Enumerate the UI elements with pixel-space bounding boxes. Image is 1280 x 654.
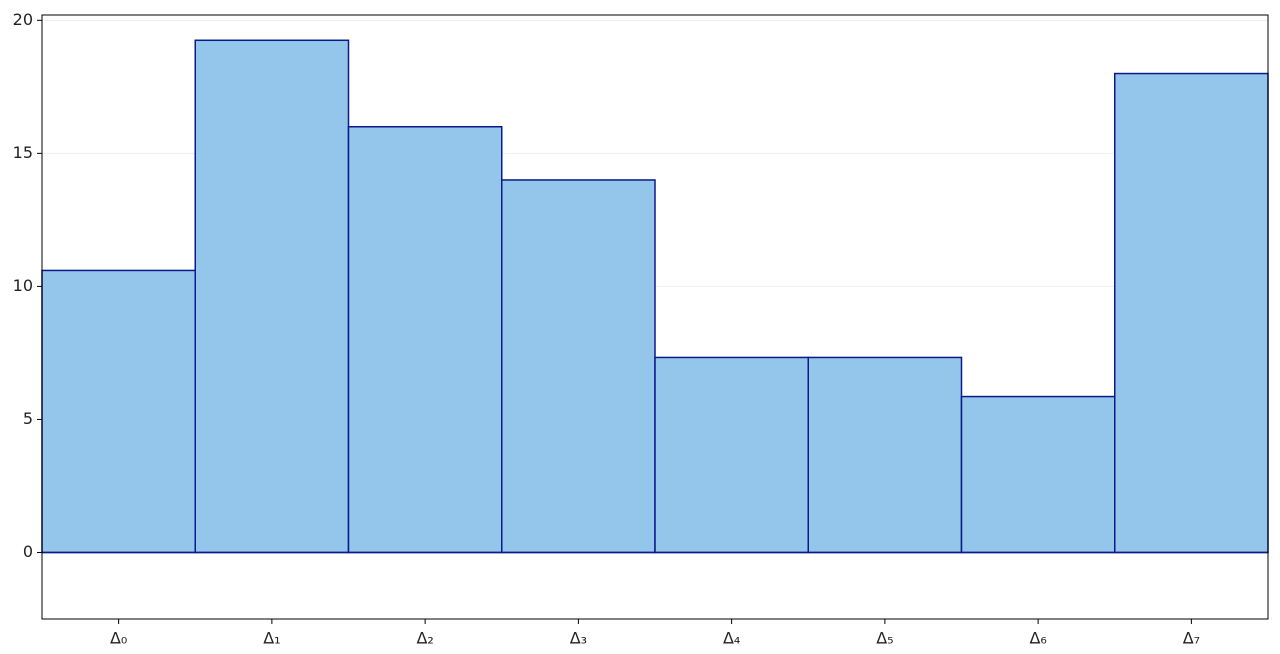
x-tick-label: Δ₂ bbox=[416, 629, 433, 648]
y-tick-label: 10 bbox=[13, 276, 33, 295]
bar bbox=[41, 269, 196, 554]
y-tick-label: 0 bbox=[23, 542, 33, 561]
x-tick-label: Δ₃ bbox=[570, 629, 587, 648]
y-tick-label: 15 bbox=[13, 143, 33, 162]
y-tick-label: 20 bbox=[13, 10, 33, 29]
x-tick-label: Δ₁ bbox=[263, 629, 280, 648]
x-tick-label: Δ₄ bbox=[723, 629, 740, 648]
bar bbox=[1114, 72, 1269, 554]
x-tick-label: Δ₅ bbox=[876, 629, 893, 648]
bar bbox=[807, 356, 963, 554]
y-tick-label: 5 bbox=[23, 409, 33, 428]
bar bbox=[194, 39, 350, 554]
bar bbox=[501, 179, 656, 554]
bar bbox=[654, 356, 809, 554]
x-tick-label: Δ₆ bbox=[1029, 629, 1046, 648]
bar bbox=[347, 126, 503, 554]
x-tick-label: Δ₀ bbox=[110, 629, 127, 648]
plot-frame bbox=[41, 14, 1269, 620]
x-tick-label: Δ₇ bbox=[1183, 629, 1200, 648]
bar bbox=[960, 395, 1116, 554]
